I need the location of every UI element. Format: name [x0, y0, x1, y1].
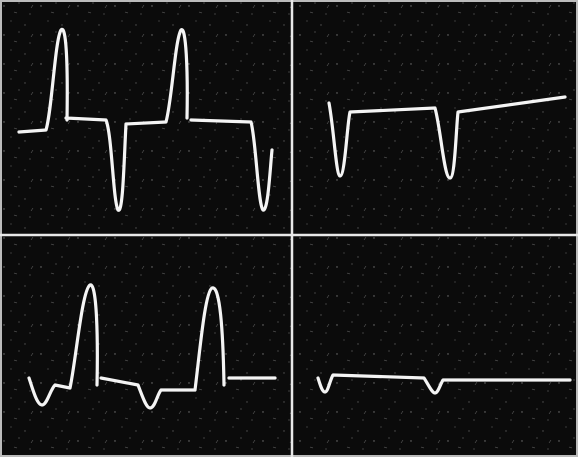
page: (() => { const data = JSON.parse(documen… [0, 0, 578, 457]
oscilloscope-photo [0, 0, 578, 457]
background [0, 0, 578, 457]
